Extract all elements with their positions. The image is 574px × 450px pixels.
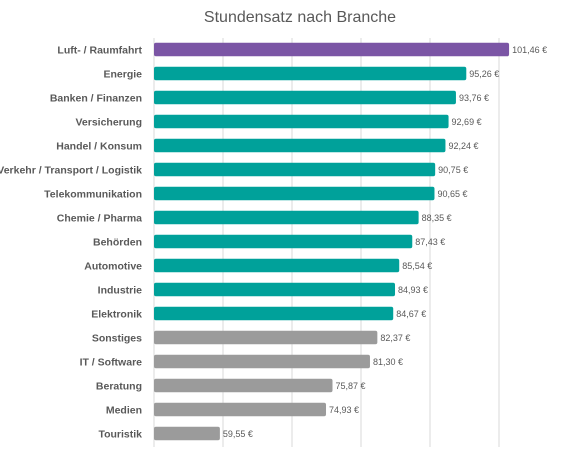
value-label: 90,65 €: [437, 189, 467, 199]
bar: [154, 66, 467, 81]
bars: [154, 42, 510, 441]
bar: [154, 114, 449, 129]
value-label: 92,69 €: [452, 117, 482, 127]
category-label: Telekommunikation: [44, 188, 142, 200]
value-label: 75,87 €: [336, 381, 366, 391]
bar: [154, 426, 220, 441]
bar: [154, 42, 510, 57]
bar: [154, 90, 456, 105]
value-label: 84,67 €: [396, 309, 426, 319]
category-label: Chemie / Pharma: [57, 212, 142, 224]
bar: [154, 138, 446, 153]
value-label: 85,54 €: [402, 261, 432, 271]
category-label: Banken / Finanzen: [50, 92, 142, 104]
bar: [154, 354, 370, 369]
category-label: Beratung: [96, 380, 142, 392]
category-label: Elektronik: [91, 308, 142, 320]
bar: [154, 210, 419, 225]
value-label: 92,24 €: [448, 141, 478, 151]
value-label: 81,30 €: [373, 357, 403, 367]
value-label: 59,55 €: [223, 429, 253, 439]
bar: [154, 162, 436, 177]
value-label: 82,37 €: [380, 333, 410, 343]
value-label: 87,43 €: [415, 237, 445, 247]
value-label: 95,26 €: [469, 69, 499, 79]
value-label: 101,46 €: [512, 45, 547, 55]
value-labels: 101,46 € 95,26 € 93,76 € 92,69 € 92,24 € 90,7…: [223, 45, 547, 439]
value-label: 93,76 €: [459, 93, 489, 103]
category-label: Sonstiges: [92, 332, 142, 344]
value-label: 74,93 €: [329, 405, 359, 415]
category-label: Medien: [106, 404, 142, 416]
chart-title: Stundensatz nach Branche: [204, 9, 396, 26]
bar: [154, 402, 327, 417]
category-label: Verkehr / Transport / Logistik: [0, 164, 142, 176]
category-labels: Luft- / Raumfahrt Energie Banken / Finanze…: [0, 44, 142, 440]
bar: [154, 186, 435, 201]
category-label: Versicherung: [75, 116, 142, 128]
bar: [154, 234, 413, 249]
category-label: Industrie: [98, 284, 142, 296]
category-label: Luft- / Raumfahrt: [57, 44, 142, 56]
category-label: Energie: [103, 68, 142, 80]
value-label: 84,93 €: [398, 285, 428, 295]
bar: [154, 258, 400, 273]
value-label: 88,35 €: [422, 213, 452, 223]
value-label: 90,75 €: [438, 165, 468, 175]
category-label: IT / Software: [80, 356, 143, 368]
category-label: Handel / Konsum: [56, 140, 142, 152]
category-label: Touristik: [98, 428, 142, 440]
bar: [154, 306, 394, 321]
bar: [154, 330, 378, 345]
bar: [154, 282, 396, 297]
category-label: Behörden: [93, 236, 142, 248]
category-label: Automotive: [84, 260, 142, 272]
bar: [154, 378, 333, 393]
